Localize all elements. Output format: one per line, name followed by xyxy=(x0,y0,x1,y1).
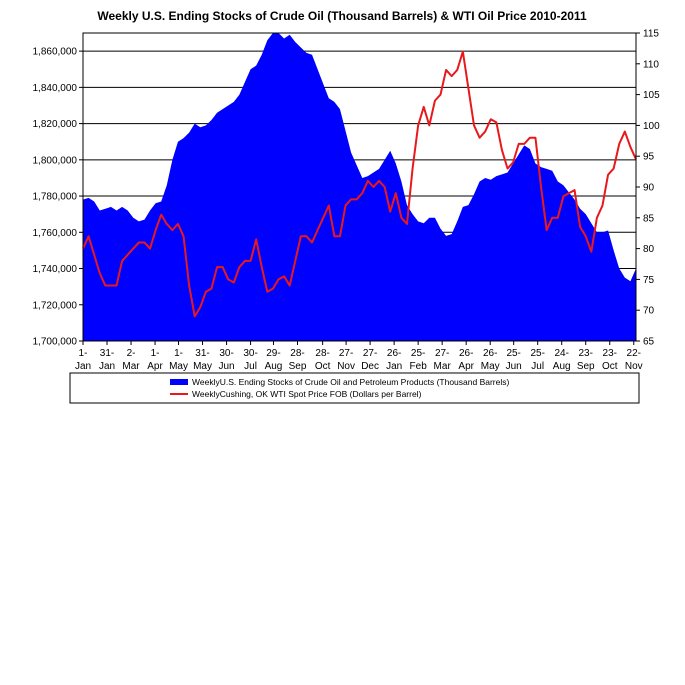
x-tick-label-day: 28- xyxy=(315,348,329,359)
chart-title: Weekly U.S. Ending Stocks of Crude Oil (… xyxy=(97,9,587,23)
x-tick-label-day: 28- xyxy=(290,348,304,359)
x-tick-label-day: 23- xyxy=(579,348,593,359)
x-tick-label-day: 26- xyxy=(459,348,473,359)
x-tick-label-month: Jul xyxy=(244,361,257,372)
x-tick-label-day: 30- xyxy=(243,348,257,359)
left-tick-label: 1,720,000 xyxy=(33,300,78,311)
legend-box xyxy=(69,372,640,404)
x-tick-label-day: 24- xyxy=(554,348,568,359)
x-tick-label-month: Nov xyxy=(337,361,355,372)
x-tick-label-month: Mar xyxy=(434,361,452,372)
right-tick-label: 85 xyxy=(643,213,655,224)
right-tick-label: 100 xyxy=(643,121,660,132)
left-tick-label: 1,840,000 xyxy=(33,83,78,94)
left-tick-label: 1,800,000 xyxy=(33,155,78,166)
x-tick-label-month: Sep xyxy=(289,361,307,372)
x-tick-label-month: Aug xyxy=(553,361,571,372)
x-tick-label-day: 1- xyxy=(174,348,183,359)
series-price-line xyxy=(82,50,637,318)
x-tick-label-day: 27- xyxy=(339,348,353,359)
series-stocks-area xyxy=(83,33,636,341)
x-tick-label-month: Apr xyxy=(458,361,474,372)
left-axis-ticks: 1,700,000 1,720,000 1,740,000 1,760,000 1,78… xyxy=(33,47,83,348)
right-tick-label: 90 xyxy=(643,183,655,194)
x-tick-label-month: Mar xyxy=(122,361,140,372)
right-tick-label: 105 xyxy=(643,90,660,101)
x-tick-label-day: 2- xyxy=(127,348,136,359)
legend-swatch-stocks xyxy=(170,379,188,385)
legend-label-price: WeeklyCushing, OK WTI Spot Price FOB (Do… xyxy=(192,389,422,399)
x-tick-label-month: Feb xyxy=(410,361,428,372)
x-tick-label-month: Jan xyxy=(75,361,91,372)
x-tick-label-month: Sep xyxy=(577,361,595,372)
x-tick-label-day: 29- xyxy=(266,348,280,359)
x-tick-label-day: 1- xyxy=(151,348,160,359)
right-tick-label: 110 xyxy=(643,59,659,70)
x-tick-label-month: Dec xyxy=(361,361,379,372)
x-tick-label-day: 22- xyxy=(627,348,641,359)
left-tick-label: 1,700,000 xyxy=(33,337,78,348)
plot-area xyxy=(82,32,637,342)
right-axis-ticks: 65 70 75 80 85 90 95 100 105 110 115 xyxy=(636,29,660,348)
x-tick-label-month: May xyxy=(193,361,212,372)
legend: WeeklyU.S. Ending Stocks of Crude Oil an… xyxy=(69,372,640,404)
x-tick-label-month: Oct xyxy=(315,361,331,372)
x-tick-label-day: 31- xyxy=(100,348,114,359)
x-tick-label-month: Jan xyxy=(386,361,402,372)
right-tick-label: 75 xyxy=(643,275,655,286)
x-tick-label-day: 25- xyxy=(506,348,520,359)
x-tick-label-month: Apr xyxy=(147,361,163,372)
x-tick-label-day: 30- xyxy=(219,348,233,359)
left-tick-label: 1,820,000 xyxy=(33,119,78,130)
left-tick-label: 1,860,000 xyxy=(33,47,78,58)
left-tick-label: 1,780,000 xyxy=(33,192,78,203)
x-tick-label-day: 26- xyxy=(387,348,401,359)
x-tick-label-month: Jun xyxy=(506,361,522,372)
right-tick-label: 80 xyxy=(643,244,655,255)
right-tick-label: 95 xyxy=(643,152,655,163)
right-tick-label: 70 xyxy=(643,306,655,317)
x-tick-label-month: Jul xyxy=(531,361,544,372)
right-tick-label: 115 xyxy=(643,29,659,40)
x-tick-label-day: 27- xyxy=(363,348,377,359)
x-tick-label-month: May xyxy=(481,361,500,372)
x-tick-label-month: Aug xyxy=(265,361,283,372)
x-tick-label-day: 27- xyxy=(435,348,449,359)
x-tick-label-month: May xyxy=(169,361,188,372)
x-tick-label-month: Jan xyxy=(99,361,115,372)
legend-label-stocks: WeeklyU.S. Ending Stocks of Crude Oil an… xyxy=(192,377,509,387)
right-tick-label: 65 xyxy=(643,337,655,348)
x-axis-ticks: 1- Jan 31- Jan 2- Mar 1- Apr 1- May 31- May 30- Jun 30… xyxy=(75,341,643,372)
left-tick-label: 1,760,000 xyxy=(33,228,78,239)
x-tick-label-day: 31- xyxy=(195,348,209,359)
x-tick-label-day: 26- xyxy=(483,348,497,359)
x-tick-label-month: Nov xyxy=(625,361,643,372)
x-tick-label-day: 23- xyxy=(603,348,617,359)
left-tick-label: 1,740,000 xyxy=(33,264,78,275)
x-tick-label-month: Oct xyxy=(602,361,618,372)
x-tick-label-day: 25- xyxy=(411,348,425,359)
x-tick-label-day: 25- xyxy=(530,348,544,359)
x-tick-label-day: 1- xyxy=(79,348,88,359)
x-tick-label-month: Jun xyxy=(218,361,234,372)
